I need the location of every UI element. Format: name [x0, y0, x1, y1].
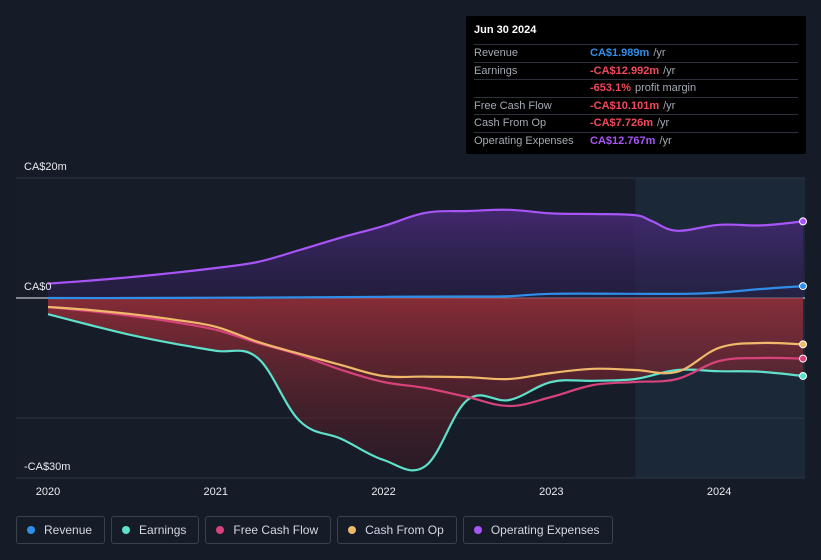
opex-area: [48, 209, 803, 298]
tooltip-row-unit: /yr: [663, 99, 676, 112]
tooltip-row-value: CA$1.989m: [590, 47, 650, 60]
legend-label: Cash From Op: [365, 523, 444, 537]
tooltip-row-value: -CA$10.101m: [590, 99, 660, 112]
legend-item-earnings[interactable]: Earnings: [111, 516, 200, 544]
tooltip-row: Cash From Op -CA$7.726m/yr: [474, 114, 798, 132]
x-tick-label: 2020: [36, 486, 60, 498]
legend-label: Operating Expenses: [490, 523, 600, 537]
tooltip-row-label: Cash From Op: [474, 117, 547, 130]
y-tick-label: CA$0: [24, 281, 52, 293]
free-cash-flow-line: [47, 305, 804, 408]
legend-dot-icon: [122, 526, 131, 534]
operating-expenses-line: [47, 208, 804, 285]
legend-dot-icon: [348, 526, 357, 534]
tooltip-row-value: CA$12.767m: [590, 134, 656, 147]
earnings-end-point: [799, 371, 807, 380]
tooltip-row-value: -653.1%: [590, 82, 631, 95]
tooltip-row: Free Cash Flow -CA$10.101m/yr: [474, 96, 798, 115]
x-tick-label: 2021: [204, 486, 228, 498]
legend-label: Free Cash Flow: [233, 523, 319, 537]
chart-svg: CA$20m CA$0 -CA$30m 2020 2021 2022 2023 2024: [16, 161, 807, 498]
legend: Revenue Earnings Free Cash Flow Cash From O…: [16, 516, 613, 546]
tooltip-row: Revenue CA$1.989m/yr: [474, 44, 798, 62]
tooltip-row-label: Earnings: [474, 64, 518, 77]
tooltip-row-unit: /yr: [653, 47, 666, 60]
tooltip-date: Jun 30 2024: [474, 24, 537, 36]
legend-item-operating-expenses[interactable]: Operating Expenses: [462, 516, 613, 544]
legend-dot-icon: [473, 526, 482, 534]
tooltip-row-label: Operating Expenses: [474, 134, 574, 147]
legend-dot-icon: [216, 526, 225, 534]
cash-from-op-end-point: [799, 340, 807, 349]
legend-label: Earnings: [139, 523, 187, 537]
revenue-end-point: [799, 282, 807, 291]
revenue-line: [47, 285, 804, 300]
tooltip-row-value: -CA$12.992m: [590, 64, 660, 77]
cash-from-op-line: [47, 305, 804, 381]
legend-item-free-cash-flow[interactable]: Free Cash Flow: [205, 516, 332, 544]
x-tick-label: 2024: [707, 486, 731, 498]
legend-dot-icon: [27, 526, 35, 534]
tooltip-row-unit: /yr: [659, 134, 672, 147]
y-tick-label: -CA$30m: [24, 461, 70, 473]
tooltip-row: Earnings -CA$12.992m/yr: [474, 61, 798, 80]
tooltip-panel: Jun 30 2024 Revenue CA$1.989m/yr Earnings -…: [466, 16, 806, 154]
earnings-line: [47, 313, 804, 472]
tooltip-row-unit: profit margin: [634, 82, 697, 95]
free-cash-flow-end-point: [799, 354, 807, 363]
legend-item-cash-from-op[interactable]: Cash From Op: [337, 516, 457, 544]
tooltip-row-unit: /yr: [663, 64, 676, 77]
earnings-area: [48, 298, 803, 471]
tooltip-row: -653.1% profit margin: [474, 79, 798, 97]
x-tick-label: 2022: [371, 486, 395, 498]
operating-expenses-end-point: [799, 217, 807, 226]
tooltip-row-unit: /yr: [656, 117, 670, 130]
tooltip-row-value: -CA$7.726m: [590, 117, 653, 130]
tooltip-row-label: Revenue: [474, 47, 519, 60]
legend-label: Revenue: [44, 523, 93, 537]
legend-item-revenue[interactable]: Revenue: [16, 516, 106, 544]
y-tick-label: CA$20m: [24, 161, 67, 173]
tooltip-row-label: Free Cash Flow: [474, 99, 552, 112]
tooltip-row: Operating Expenses CA$12.767m/yr: [474, 131, 798, 150]
x-tick-label: 2023: [539, 486, 563, 498]
